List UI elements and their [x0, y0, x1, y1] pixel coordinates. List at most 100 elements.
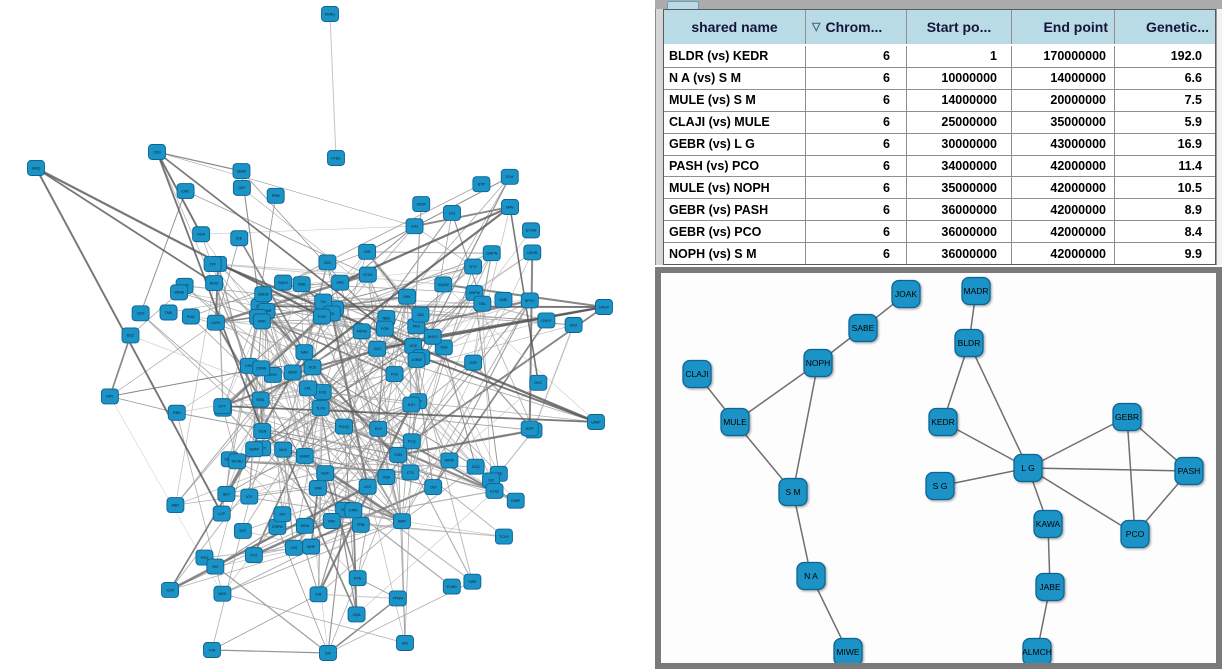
network-node[interactable] — [27, 160, 45, 176]
network-node[interactable] — [848, 313, 878, 343]
network-node[interactable] — [273, 506, 292, 523]
network-node[interactable] — [148, 144, 166, 160]
network-node[interactable] — [347, 606, 366, 623]
column-header-1[interactable]: ▽ Chrom... — [806, 10, 907, 44]
network-node[interactable] — [331, 274, 350, 291]
network-node[interactable] — [233, 522, 252, 539]
network-node[interactable] — [928, 407, 958, 437]
network-node[interactable] — [385, 366, 404, 383]
network-node[interactable] — [443, 205, 461, 221]
network-node[interactable] — [318, 254, 337, 271]
network-edge[interactable] — [1027, 467, 1136, 535]
network-node[interactable] — [396, 635, 414, 651]
network-node[interactable] — [344, 502, 363, 519]
network-node[interactable] — [393, 513, 411, 530]
network-node[interactable] — [368, 340, 387, 357]
network-node[interactable] — [319, 645, 337, 661]
network-node[interactable] — [472, 176, 491, 193]
network-edge[interactable] — [939, 467, 1029, 487]
network-node[interactable] — [284, 539, 303, 556]
network-node[interactable] — [121, 327, 140, 344]
network-node[interactable] — [358, 478, 377, 495]
network-node[interactable] — [161, 582, 179, 598]
network-node[interactable] — [494, 291, 513, 308]
network-node[interactable] — [803, 348, 833, 378]
network-node[interactable] — [407, 351, 426, 368]
network-node[interactable] — [522, 222, 540, 239]
network-node[interactable] — [520, 420, 539, 437]
network-node[interactable] — [424, 479, 443, 495]
network-node[interactable] — [348, 570, 367, 587]
network-node[interactable] — [389, 446, 408, 463]
network-node[interactable] — [230, 230, 249, 247]
network-node[interactable] — [564, 317, 583, 333]
network-node[interactable] — [295, 448, 314, 464]
network-node[interactable] — [537, 312, 556, 329]
network-node[interactable] — [520, 292, 539, 309]
network-node[interactable] — [159, 304, 178, 321]
network-node[interactable] — [167, 404, 186, 421]
network-node[interactable] — [358, 266, 377, 283]
panel-splitter-left[interactable] — [655, 9, 663, 265]
network-node[interactable] — [402, 433, 421, 450]
network-node[interactable] — [240, 488, 259, 505]
network-node[interactable] — [252, 360, 271, 377]
network-edge[interactable] — [1027, 467, 1190, 472]
table-row[interactable]: GEBR (vs) PASH 6 36000000 42000000 8.9 — [664, 199, 1215, 222]
network-node[interactable] — [440, 452, 459, 469]
network-node[interactable] — [833, 637, 863, 664]
network-node[interactable] — [335, 418, 353, 435]
network-node[interactable] — [203, 256, 222, 273]
network-node[interactable] — [274, 274, 293, 291]
network-node[interactable] — [1033, 509, 1063, 539]
network-node[interactable] — [217, 486, 236, 502]
network-node[interactable] — [213, 398, 232, 415]
network-node[interactable] — [891, 279, 921, 309]
network-edge[interactable] — [1126, 416, 1136, 535]
network-node[interactable] — [482, 245, 501, 262]
table-row[interactable]: PASH (vs) PCO 6 34000000 42000000 11.4 — [664, 155, 1215, 178]
table-row[interactable]: GEBR (vs) PCO 6 36000000 42000000 8.4 — [664, 221, 1215, 244]
network-node[interactable] — [228, 453, 247, 470]
network-node[interactable] — [464, 354, 483, 371]
network-node[interactable] — [295, 344, 314, 361]
table-row[interactable]: BLDR (vs) KEDR 6 1 170000000 192.0 — [664, 46, 1215, 68]
network-node[interactable] — [466, 458, 485, 475]
column-header-0[interactable]: shared name — [664, 10, 806, 44]
network-node[interactable] — [778, 477, 808, 507]
network-node[interactable] — [1013, 453, 1043, 483]
network-node[interactable] — [411, 306, 430, 323]
network-node[interactable] — [251, 391, 270, 408]
network-node[interactable] — [401, 464, 420, 481]
network-node[interactable] — [358, 243, 377, 260]
column-header-2[interactable]: Start po... — [907, 10, 1012, 44]
network-node[interactable] — [1035, 572, 1065, 602]
network-node[interactable] — [295, 517, 314, 534]
network-node[interactable] — [388, 590, 407, 607]
network-node[interactable] — [245, 441, 264, 458]
network-node[interactable] — [205, 275, 224, 291]
network-node[interactable] — [501, 199, 519, 215]
column-header-3[interactable]: End point — [1012, 10, 1115, 44]
network-node[interactable] — [402, 396, 421, 413]
table-row[interactable]: CLAJI (vs) MULE 6 25000000 35000000 5.9 — [664, 111, 1215, 134]
network-node[interactable] — [313, 308, 331, 325]
network-node[interactable] — [954, 328, 984, 358]
large-network-canvas[interactable]: YFWYEHCHCNBGFXSPKAYILIEEBTPOBBDTVZOHGZJE… — [0, 0, 655, 669]
network-node[interactable] — [292, 276, 311, 293]
network-node[interactable] — [506, 492, 525, 509]
network-node[interactable] — [212, 505, 231, 522]
network-node[interactable] — [166, 497, 185, 514]
network-node[interactable] — [299, 380, 317, 397]
table-row[interactable]: MULE (vs) NOPH 6 35000000 42000000 10.5 — [664, 177, 1215, 200]
table-scrollbar-track[interactable] — [1216, 9, 1222, 265]
network-node[interactable] — [796, 561, 826, 591]
network-node[interactable] — [473, 295, 492, 312]
network-node[interactable] — [283, 364, 302, 381]
network-node[interactable] — [961, 276, 991, 306]
network-node[interactable] — [523, 244, 542, 261]
network-node[interactable] — [423, 328, 442, 345]
network-node[interactable] — [463, 573, 482, 590]
network-node[interactable] — [1022, 637, 1052, 664]
